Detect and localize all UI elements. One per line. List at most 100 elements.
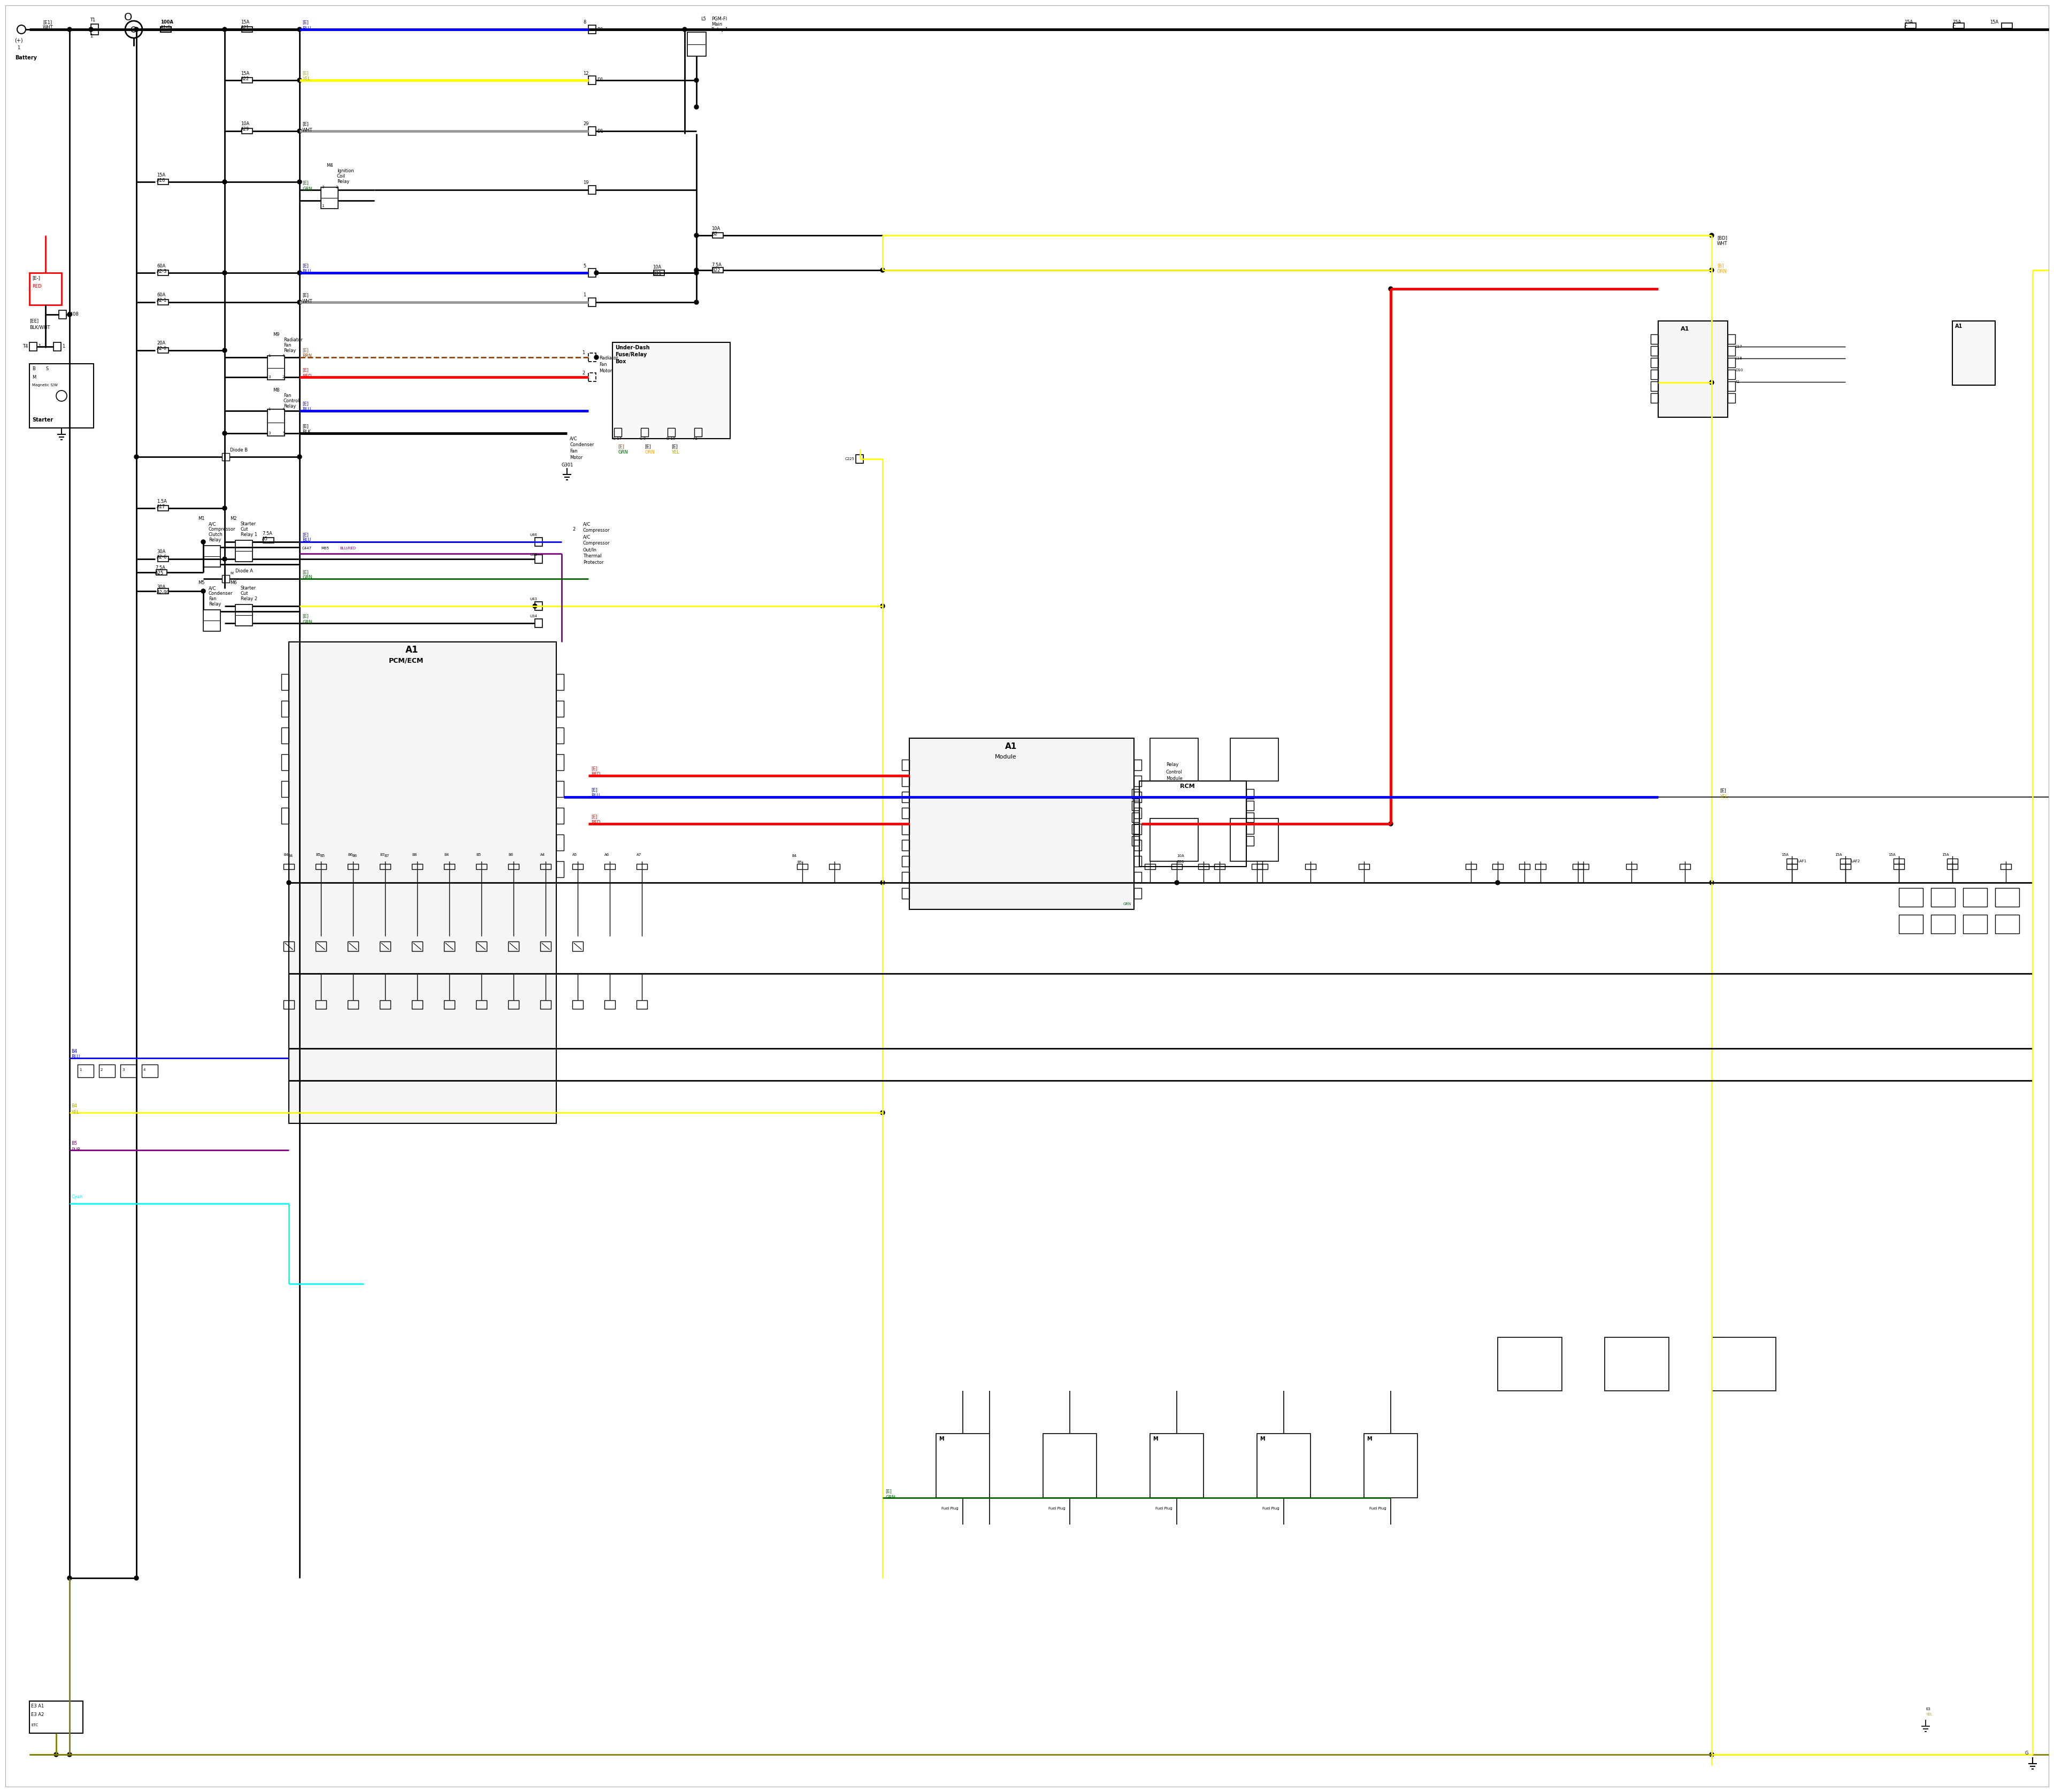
Bar [534, 538, 542, 547]
Text: Fuse/Relay: Fuse/Relay [614, 351, 647, 357]
Circle shape [881, 880, 885, 885]
Circle shape [298, 79, 302, 82]
Text: Fan: Fan [283, 342, 292, 348]
Text: BLU: BLU [302, 25, 310, 30]
Text: [E]: [E] [302, 263, 308, 269]
Text: Starter: Starter [33, 418, 53, 423]
Text: 4: 4 [144, 1068, 146, 1072]
Bar [540, 864, 550, 869]
Text: 15A: 15A [1941, 853, 1949, 857]
Bar [1994, 889, 2019, 907]
Circle shape [532, 604, 536, 607]
Text: Relay: Relay [283, 405, 296, 409]
Text: M4: M4 [327, 163, 333, 168]
Bar [902, 873, 910, 883]
Bar [1894, 864, 1904, 869]
Bar [641, 428, 649, 437]
Circle shape [682, 27, 686, 32]
Text: 1.5A: 1.5A [156, 498, 166, 504]
Text: 3: 3 [267, 432, 271, 435]
Bar [604, 864, 614, 869]
Text: Fan: Fan [283, 394, 292, 398]
Text: M65: M65 [320, 547, 329, 550]
Bar [158, 179, 168, 185]
Bar [1787, 864, 1797, 869]
Text: M1: M1 [197, 516, 205, 521]
Circle shape [1175, 880, 1179, 885]
Bar [1132, 812, 1140, 823]
Text: M: M [939, 1435, 945, 1441]
Circle shape [53, 1753, 58, 1756]
Text: [E]: [E] [302, 401, 308, 407]
Text: 2: 2 [101, 1068, 103, 1072]
Text: 1: 1 [80, 1068, 82, 1072]
Text: WHT: WHT [302, 127, 312, 133]
Bar [534, 602, 542, 611]
Text: Cut: Cut [240, 591, 249, 597]
Bar [477, 1000, 487, 1009]
Bar [902, 808, 910, 819]
Bar [557, 728, 563, 744]
Text: A5: A5 [263, 538, 267, 541]
Text: GRN: GRN [885, 1495, 896, 1500]
Text: 1: 1 [322, 204, 325, 208]
Bar [90, 23, 99, 34]
Bar [857, 455, 863, 464]
Text: B6: B6 [351, 855, 357, 858]
Text: LAF1: LAF1 [1797, 860, 1805, 862]
Bar [1150, 1434, 1204, 1498]
Text: RED: RED [302, 375, 312, 378]
Bar [413, 941, 423, 952]
Bar [477, 864, 487, 869]
Text: Fuel Plug: Fuel Plug [1263, 1507, 1280, 1511]
Bar [688, 32, 707, 56]
Bar [1134, 824, 1142, 835]
Bar [902, 840, 910, 851]
Circle shape [222, 505, 226, 511]
Text: YEL: YEL [72, 1111, 80, 1115]
Text: A2-90: A2-90 [156, 590, 170, 595]
Circle shape [298, 455, 302, 459]
Text: Motor: Motor [569, 455, 583, 461]
Bar [1898, 889, 1923, 907]
Bar [1364, 1434, 1417, 1498]
Bar [1247, 812, 1253, 823]
Bar [2001, 23, 2013, 29]
Text: A/C: A/C [569, 435, 577, 441]
Text: Compressor: Compressor [210, 527, 236, 532]
Bar [1230, 819, 1278, 862]
Text: M: M [33, 375, 37, 380]
Text: A1: A1 [694, 437, 698, 441]
Bar [604, 1000, 614, 1009]
Text: B31: B31 [653, 271, 661, 276]
Text: A1: A1 [1004, 742, 1017, 751]
Text: C: C [1904, 25, 1908, 30]
Bar [1727, 382, 1736, 391]
Circle shape [201, 590, 205, 593]
Text: BLU: BLU [302, 269, 310, 274]
Bar [444, 941, 454, 952]
Bar [910, 738, 1134, 909]
Text: A25: A25 [156, 572, 164, 575]
Text: [E]: [E] [645, 444, 651, 450]
Text: 1: 1 [267, 407, 271, 410]
Bar [283, 1000, 294, 1009]
Text: Ignition: Ignition [337, 168, 353, 174]
Bar [534, 556, 542, 563]
Text: A1: A1 [405, 645, 419, 654]
Bar [267, 409, 286, 435]
Text: 100A: 100A [160, 20, 173, 25]
Circle shape [288, 880, 292, 885]
Text: U43: U43 [530, 597, 536, 600]
Bar [1651, 369, 1658, 380]
Text: B5: B5 [316, 853, 320, 857]
Text: A1: A1 [1736, 380, 1740, 383]
Bar [587, 25, 596, 34]
Bar [29, 272, 62, 305]
Text: C 9: C 9 [639, 437, 645, 441]
Text: B7: B7 [384, 855, 388, 858]
Bar [1573, 864, 1584, 869]
Text: WHT: WHT [1717, 242, 1727, 246]
Text: Under-Dash: Under-Dash [614, 346, 649, 351]
Text: 5: 5 [283, 432, 286, 435]
